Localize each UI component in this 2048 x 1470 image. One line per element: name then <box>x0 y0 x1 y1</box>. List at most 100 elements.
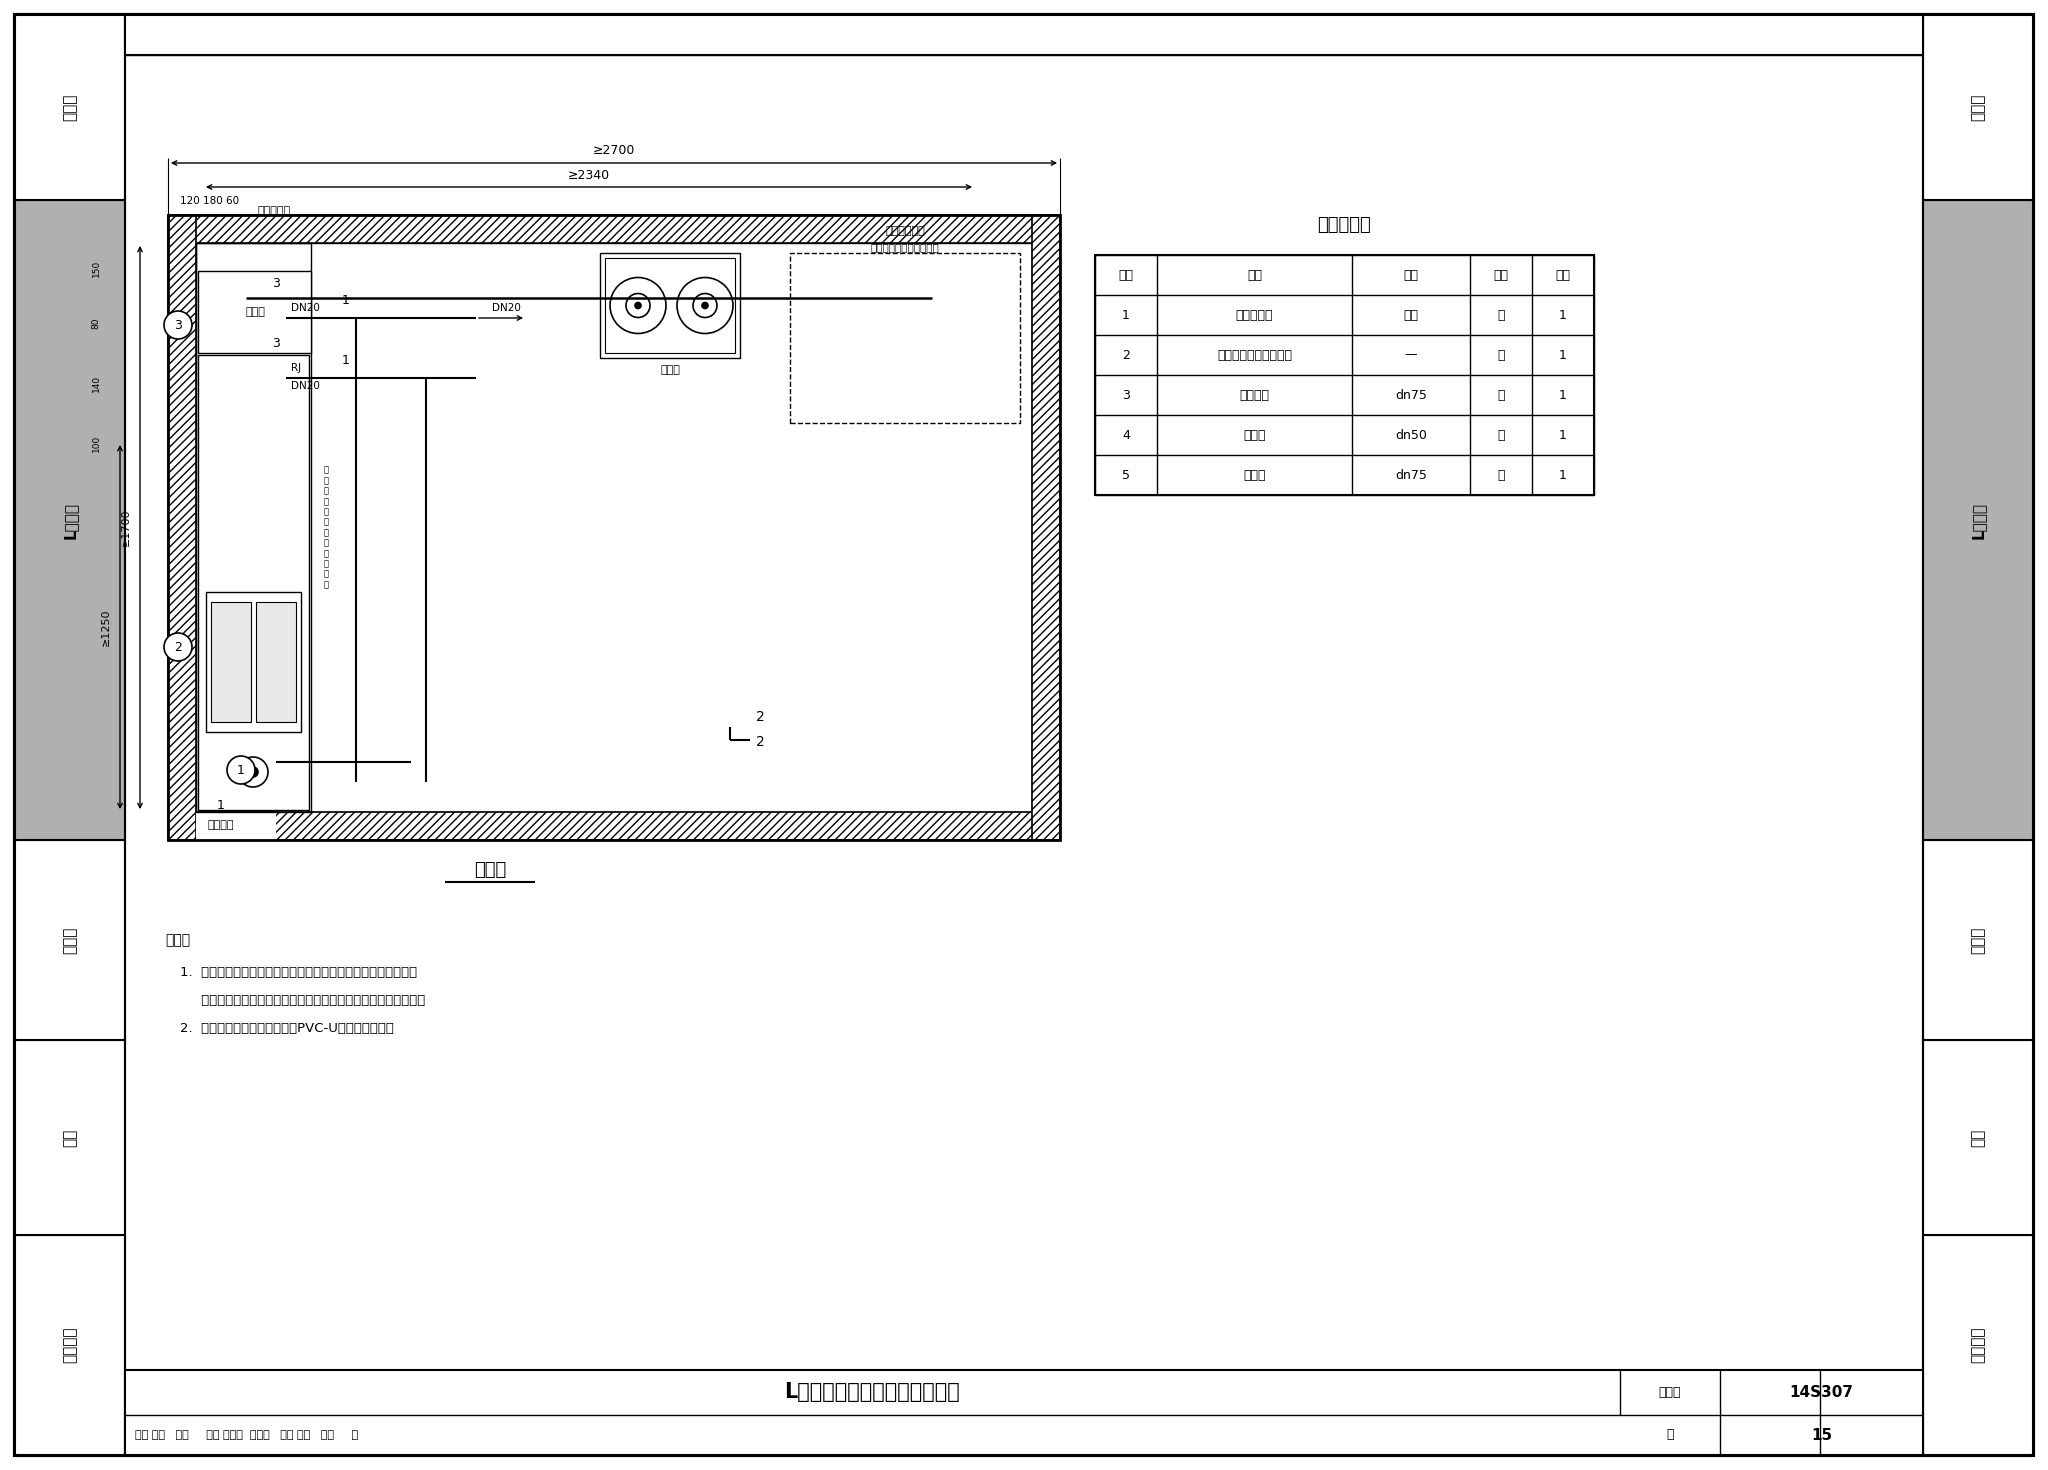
Circle shape <box>635 303 641 309</box>
Text: 根: 根 <box>1497 388 1505 401</box>
Bar <box>199 270 311 353</box>
Text: 5: 5 <box>1122 469 1130 482</box>
Text: 1: 1 <box>1559 388 1567 401</box>
Text: 规格: 规格 <box>1403 269 1419 281</box>
Circle shape <box>164 312 193 340</box>
Text: RJ: RJ <box>291 363 301 373</box>
Circle shape <box>248 767 258 778</box>
Text: 卫生间: 卫生间 <box>63 926 78 954</box>
Bar <box>256 603 297 722</box>
Bar <box>604 259 735 353</box>
Text: 1.  本图给水管采用枝状供水；敷设在吊顶内时，用实线表示；如: 1. 本图给水管采用枝状供水；敷设在吊顶内时，用实线表示；如 <box>180 966 418 979</box>
Text: dn75: dn75 <box>1395 388 1427 401</box>
Circle shape <box>227 756 256 784</box>
Bar <box>197 811 276 839</box>
Text: DN20: DN20 <box>291 303 319 313</box>
Text: 1: 1 <box>238 763 246 776</box>
Text: 3: 3 <box>272 276 281 290</box>
Bar <box>14 1235 125 1455</box>
Bar <box>1032 215 1061 839</box>
Text: 编号: 编号 <box>1118 269 1133 281</box>
Text: 节点详图: 节点详图 <box>1970 1327 1985 1363</box>
Text: 伸缩节: 伸缩节 <box>1243 469 1266 482</box>
Text: L型厨房: L型厨房 <box>63 501 78 538</box>
Bar <box>199 354 309 810</box>
Text: 总说明: 总说明 <box>1970 94 1985 121</box>
Bar <box>168 215 197 839</box>
Text: ≥2340: ≥2340 <box>567 169 610 181</box>
Text: 2: 2 <box>174 641 182 654</box>
Text: DN20: DN20 <box>291 381 319 391</box>
Text: —: — <box>1405 348 1417 362</box>
Text: L型厨房: L型厨房 <box>1970 501 1985 538</box>
Bar <box>600 253 739 359</box>
Circle shape <box>627 294 649 318</box>
Text: 主要设备表: 主要设备表 <box>1317 216 1372 234</box>
Text: 3: 3 <box>272 337 281 350</box>
Circle shape <box>238 757 268 786</box>
Bar <box>168 215 1061 243</box>
Text: 数量: 数量 <box>1556 269 1571 281</box>
Text: 150: 150 <box>92 259 100 276</box>
Text: 套: 套 <box>1497 348 1505 362</box>
Text: 卫生间: 卫生间 <box>1970 926 1985 954</box>
Text: 总说明: 总说明 <box>63 94 78 121</box>
Text: 厨房外窗: 厨房外窗 <box>207 820 233 831</box>
Text: dn75: dn75 <box>1395 469 1427 482</box>
Text: ≥2700: ≥2700 <box>592 144 635 156</box>
Text: 1: 1 <box>1122 309 1130 322</box>
Text: 强排式燃气快速热水器: 强排式燃气快速热水器 <box>1217 348 1292 362</box>
Bar <box>207 592 301 732</box>
Text: 3: 3 <box>1122 388 1130 401</box>
Text: 说明：: 说明： <box>166 933 190 947</box>
Text: 2.  本图排水管按硬聚氯乙烯（PVC-U）排水管绘制。: 2. 本图排水管按硬聚氯乙烯（PVC-U）排水管绘制。 <box>180 1022 393 1035</box>
Text: 1: 1 <box>217 798 225 811</box>
Circle shape <box>164 634 193 662</box>
Bar <box>168 215 1061 839</box>
Text: 套: 套 <box>1497 309 1505 322</box>
Bar <box>1096 254 1593 495</box>
Bar <box>14 839 125 1039</box>
Bar <box>197 243 311 811</box>
Text: 燃气灶: 燃气灶 <box>659 365 680 375</box>
Bar <box>14 200 125 839</box>
Text: 节点详图: 节点详图 <box>63 1327 78 1363</box>
Bar <box>197 243 1032 811</box>
Text: 排
水
立
管
兼
通
气
管
接
卫
生
间: 排 水 立 管 兼 通 气 管 接 卫 生 间 <box>324 466 328 589</box>
Text: 阳台: 阳台 <box>63 1129 78 1147</box>
Text: 个: 个 <box>1497 428 1505 441</box>
Text: 14S307: 14S307 <box>1790 1385 1853 1399</box>
Text: 厨房洗涤盆: 厨房洗涤盆 <box>1235 309 1274 322</box>
Bar <box>125 1370 1923 1455</box>
Text: dn50: dn50 <box>1395 428 1427 441</box>
Text: 2: 2 <box>756 735 764 750</box>
Text: ≥1250: ≥1250 <box>100 609 111 645</box>
Text: （根据层数由设计确定）: （根据层数由设计确定） <box>870 243 940 251</box>
Text: L型厨房给排水管道安装方案一: L型厨房给排水管道安装方案一 <box>784 1382 961 1402</box>
Circle shape <box>702 303 709 309</box>
Bar <box>1923 839 2034 1039</box>
Text: 140: 140 <box>92 375 100 391</box>
Text: DN20: DN20 <box>492 303 520 313</box>
Text: 混凝土墩块: 混凝土墩块 <box>258 206 291 216</box>
Text: 80: 80 <box>92 318 100 329</box>
Text: 页: 页 <box>1667 1429 1673 1442</box>
Text: 1: 1 <box>342 353 350 366</box>
Text: 双槽: 双槽 <box>1403 309 1419 322</box>
Text: 3: 3 <box>174 319 182 332</box>
Bar <box>791 253 1020 423</box>
Bar <box>1923 15 2034 200</box>
Text: 4: 4 <box>1122 428 1130 441</box>
Text: 15: 15 <box>1810 1427 1833 1442</box>
Text: 排水立管: 排水立管 <box>1239 388 1270 401</box>
Bar <box>211 603 252 722</box>
Text: 敷设在地坪装饰面层以下的水泥砂浆结合层内时，用虚线表示。: 敷设在地坪装饰面层以下的水泥砂浆结合层内时，用虚线表示。 <box>180 994 426 1007</box>
Text: 2: 2 <box>756 710 764 725</box>
Circle shape <box>610 278 666 334</box>
Text: 图集号: 图集号 <box>1659 1386 1681 1399</box>
Text: 1: 1 <box>1559 348 1567 362</box>
Bar <box>1923 1039 2034 1235</box>
Text: 1: 1 <box>1559 469 1567 482</box>
Text: 个: 个 <box>1497 469 1505 482</box>
Text: 检修口: 检修口 <box>246 307 266 318</box>
